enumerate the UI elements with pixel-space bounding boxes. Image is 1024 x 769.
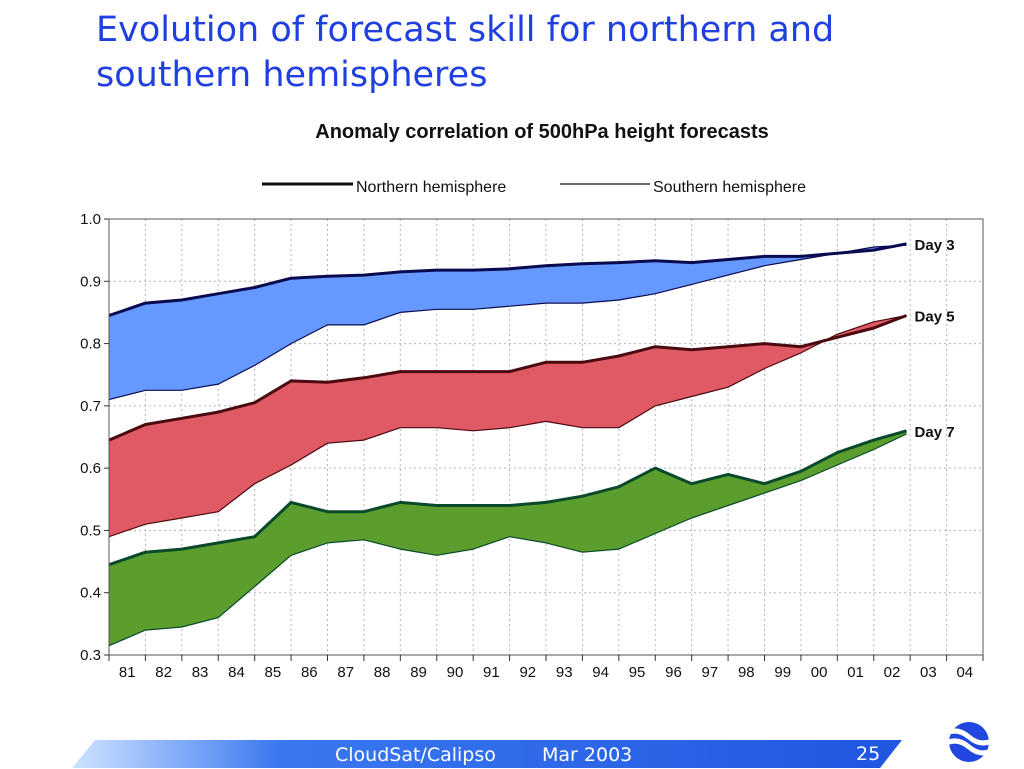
y-tick-label: 0.8 bbox=[80, 336, 101, 353]
y-tick-label: 0.5 bbox=[80, 522, 101, 539]
series-label-day-3: Day 3 bbox=[915, 237, 955, 254]
band-day-3 bbox=[109, 243, 907, 400]
series-label-day-5: Day 5 bbox=[915, 309, 955, 326]
x-tick-label: 87 bbox=[337, 664, 354, 681]
y-tick-label: 0.7 bbox=[80, 398, 101, 415]
y-tick-label: 0.6 bbox=[80, 460, 101, 477]
x-tick-label: 82 bbox=[155, 664, 172, 681]
x-tick-label: 85 bbox=[265, 664, 282, 681]
x-tick-label: 88 bbox=[374, 664, 391, 681]
y-tick-label: 1.0 bbox=[80, 211, 101, 228]
slide-title: Evolution of forecast skill for northern… bbox=[96, 10, 835, 95]
southern-line-day-5 bbox=[108, 314, 907, 538]
y-tick-label: 0.9 bbox=[80, 273, 101, 290]
ecmwf-logo-icon bbox=[938, 722, 1000, 762]
legend: Northern hemisphere Southern hemisphere bbox=[262, 179, 806, 196]
x-tick-label: 04 bbox=[956, 664, 973, 681]
x-tick-label: 00 bbox=[811, 664, 828, 681]
x-tick-label: 99 bbox=[774, 664, 791, 681]
x-tick-label: 98 bbox=[738, 664, 755, 681]
x-tick-label: 86 bbox=[301, 664, 318, 681]
legend-southern-label: Southern hemisphere bbox=[653, 179, 806, 196]
chart-title: Anomaly correlation of 500hPa height for… bbox=[315, 121, 768, 143]
y-tick-label: 0.4 bbox=[80, 585, 101, 602]
band-day-7 bbox=[109, 430, 907, 646]
y-tick-label: 0.3 bbox=[80, 647, 101, 664]
x-tick-label: 81 bbox=[119, 664, 136, 681]
page-number: 25 bbox=[856, 743, 881, 765]
x-tick-label: 83 bbox=[192, 664, 209, 681]
x-tick-label: 97 bbox=[702, 664, 719, 681]
x-tick-label: 95 bbox=[629, 664, 646, 681]
northern-line-day-5 bbox=[108, 314, 908, 442]
footer-date: Mar 2003 bbox=[542, 744, 633, 766]
footer: CloudSat/Calipso Mar 2003 25 bbox=[0, 741, 1024, 769]
x-tick-label: 93 bbox=[556, 664, 573, 681]
x-tick-label: 84 bbox=[228, 664, 245, 681]
x-tick-label: 91 bbox=[483, 664, 500, 681]
legend-northern-label: Northern hemisphere bbox=[356, 179, 506, 196]
y-axis: 0.3 0.4 0.5 0.6 0.7 0.8 0.9 1.0 bbox=[80, 211, 109, 664]
x-tick-label: 92 bbox=[519, 664, 536, 681]
x-tick-label: 90 bbox=[447, 664, 464, 681]
x-tick-label: 96 bbox=[665, 664, 682, 681]
southern-line-day-3 bbox=[108, 244, 907, 401]
footer-source: CloudSat/Calipso bbox=[335, 744, 496, 766]
series-label-day-7: Day 7 bbox=[915, 424, 955, 441]
x-tick-label: 02 bbox=[884, 664, 901, 681]
northern-line-day-7 bbox=[108, 429, 907, 567]
x-tick-label: 94 bbox=[592, 664, 609, 681]
x-tick-label: 03 bbox=[920, 664, 937, 681]
footer-band bbox=[72, 740, 902, 768]
x-tick-label: 89 bbox=[410, 664, 427, 681]
x-tick-label: 01 bbox=[847, 664, 864, 681]
band-day-5 bbox=[109, 315, 907, 537]
plot-areas: Day 3 Day 5 Day 7 bbox=[108, 237, 955, 647]
chart: Anomaly correlation of 500hPa height for… bbox=[68, 114, 986, 684]
southern-line-day-7 bbox=[108, 433, 907, 647]
northern-line-day-3 bbox=[108, 242, 907, 317]
x-axis: 81 82 83 84 85 86 87 88 89 90 91 92 93 94 95 96 97 98 99 00… bbox=[108, 655, 984, 681]
